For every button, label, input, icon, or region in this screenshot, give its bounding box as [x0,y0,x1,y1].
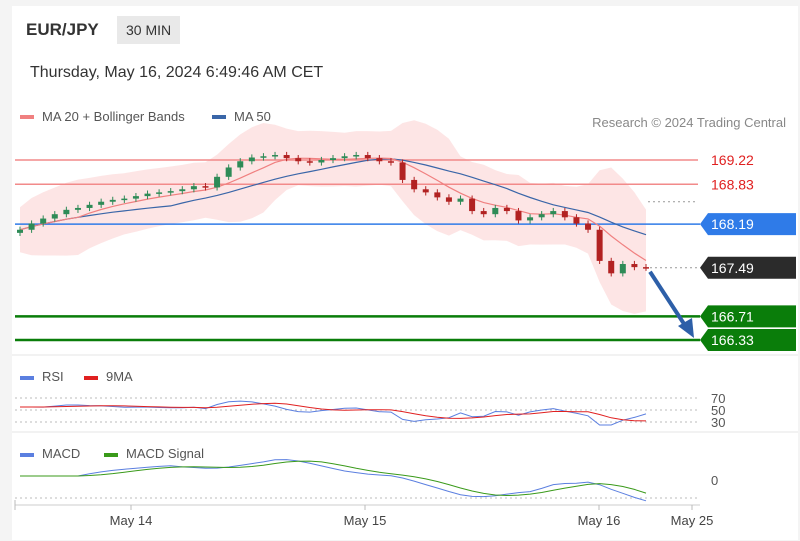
candle-body [631,264,638,268]
candle-body [295,158,302,162]
candle-body [399,162,406,180]
pivot-level-label: 168.19 [711,216,754,232]
rsi-guide-label: 70 [711,391,725,406]
candle-body [248,157,255,162]
candle-body [422,189,429,193]
macd-signal-legend-swatch [104,453,118,457]
macd-signal-legend-label: MACD Signal [126,446,205,461]
candle-body [237,161,244,168]
x-tick-label: May 15 [344,513,387,528]
candle-body [469,198,476,212]
candle-body [214,176,221,188]
candle-body [28,223,35,230]
rsi-guide-label: 50 [711,403,725,418]
macd-signal-line [20,460,647,497]
support-level-label: 166.71 [711,308,754,324]
candle-body [515,211,522,221]
forecast-arrow-shaft [648,270,690,332]
ma50-legend-swatch [212,115,226,119]
candle-body [144,193,151,197]
x-tick-label: May 25 [671,513,714,528]
candle-body [596,229,603,261]
candle-body [17,229,23,233]
candle-body [585,223,592,230]
ma20-legend-label: MA 20 + Bollinger Bands [42,109,185,124]
candle-body [550,211,557,215]
candle-body [272,155,279,157]
candle-body [74,207,81,210]
candle-body [561,211,568,218]
candle-body [364,155,371,159]
bollinger-band [20,120,646,314]
macd-legend-label: MACD [42,446,81,461]
candle-body [132,196,139,199]
candle-body [179,189,186,192]
candle-body [503,207,510,212]
candle-body [376,158,383,162]
candle-body [527,217,534,221]
resistance-level-label: 168.83 [711,176,754,192]
candle-body [225,167,232,177]
candle-body [445,197,452,202]
candle-body [109,199,116,202]
candle-body [573,217,580,224]
x-tick-label: May 16 [578,513,621,528]
candle-body [86,204,93,208]
support-label-box [700,305,796,328]
candle-body [538,214,545,218]
candle-body [457,198,464,202]
candle-body [387,161,394,163]
rsi-guide-label: 30 [711,415,725,430]
last-price-label-box [700,256,796,279]
rsi-ma-line [20,402,647,422]
candle-body [318,160,325,163]
candle-body [121,198,128,201]
candle-body [434,192,441,198]
candle-body [480,211,487,215]
support-level-label: 166.33 [711,332,754,348]
support-label-box [700,329,796,351]
resistance-level-label: 169.22 [711,152,754,168]
timeframe-badge[interactable]: 30 MIN [117,16,181,44]
candle-body [492,207,499,215]
ma50-legend-label: MA 50 [234,109,271,124]
candle-body [202,186,209,188]
ma9-legend-label: 9MA [106,369,133,384]
credit-label: Research © 2024 Trading Central [592,115,786,130]
ma9-legend-swatch [84,376,98,380]
rsi-legend-label: RSI [42,369,64,384]
datetime-label: Thursday, May 16, 2024 6:49:46 AM CET [30,64,324,81]
candle-body [306,161,313,163]
x-tick-label: May 14 [110,513,153,528]
ma50-line [19,158,647,236]
candle-body [40,218,47,224]
candle-body [330,158,336,160]
ma20-legend-swatch [20,115,34,119]
pivot-label-box [700,213,796,236]
candle-body [619,264,626,274]
macd-guide-label: 0 [711,473,718,488]
candle-body [63,209,70,215]
candle-body [98,201,105,205]
candle-body [353,155,360,157]
candle-body [341,156,348,159]
rsi-line [20,400,647,426]
pair-title: EUR/JPY [26,20,99,39]
macd-legend-swatch [20,453,34,457]
candle-body [156,192,163,194]
candle-body [283,155,290,159]
candle-body [190,186,197,190]
rsi-legend-swatch [20,376,34,380]
candle-body [643,267,649,269]
forecast-arrow-head [678,318,694,338]
chart-card: EUR/JPY 30 MIN Thursday, May 16, 2024 6:… [12,6,798,540]
candle-body [260,156,267,158]
candle-body [608,260,615,274]
last-level-label: 167.49 [711,260,754,276]
macd-line [20,459,647,502]
candle-body [51,214,58,219]
candle-body [167,191,174,193]
candle-body [411,179,418,190]
